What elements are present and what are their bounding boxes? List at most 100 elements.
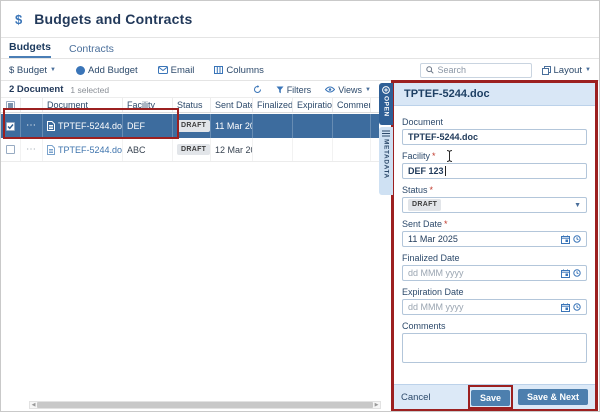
add-budget-button[interactable]: + Add Budget [76,65,138,76]
status-badge: DRAFT [408,199,442,211]
clock-icon[interactable] [573,269,581,277]
facility-field-label: Facility * [402,151,436,161]
chevron-down-icon: ▼ [585,67,591,73]
sent-date-cell: 12 Mar 20... [211,138,253,161]
facility-field[interactable]: DEF 123 [402,163,587,179]
search-icon [425,66,434,74]
budget-menu-button[interactable]: $ Budget ▼ [9,65,56,76]
detail-panel: TPTEF-5244.doc Document TPTEF-5244.doc F… [391,80,598,411]
comments-field-label: Comments [402,321,446,331]
plus-circle-icon: + [76,65,85,75]
filters-button[interactable]: Filters [276,84,312,95]
finalized-date-cell [253,114,293,138]
column-header-status[interactable]: Status [173,98,211,112]
scroll-right-arrow-icon[interactable]: ▶ [374,402,379,408]
calendar-icon[interactable] [561,303,570,312]
status-select[interactable]: DRAFT ▼ [402,197,587,213]
select-all-checkbox[interactable] [1,98,21,112]
document-link[interactable]: TPTEF-5244.doc [58,121,123,131]
document-file-icon [47,144,55,155]
column-header-finalized[interactable]: Finalized... [253,98,293,112]
expiration-date-field-label: Expiration Date [402,287,464,297]
layout-icon [541,65,551,75]
views-button[interactable]: Views ▼ [325,85,371,95]
row-actions-button[interactable]: ⋯ [21,114,43,138]
expiration-date-field[interactable]: dd MMM yyyy [402,299,587,315]
document-cell[interactable]: TPTEF-5244.doc [43,114,123,138]
clock-icon[interactable] [573,235,581,243]
row-checkbox[interactable] [1,114,21,138]
envelope-icon [157,66,168,74]
checkbox-checked-icon [6,121,15,131]
tab-budgets[interactable]: Budgets [9,41,51,58]
panel-footer: Cancel Save Save & Next [394,384,595,409]
column-header-comments[interactable]: Commen... [333,98,371,112]
scroll-left-arrow-icon[interactable]: ◀ [31,402,36,408]
filter-funnel-icon [276,86,284,94]
document-field[interactable]: TPTEF-5244.doc [402,129,587,145]
table-row-selected[interactable]: ⋯ TPTEF-5244.doc DEF DRAFT 11 Mar 20... [1,114,379,138]
required-asterisk: * [432,151,436,161]
chevron-down-icon: ▼ [574,201,581,209]
column-header-facility[interactable]: Facility [123,98,173,112]
status-cell: DRAFT [173,138,211,161]
calendar-icon[interactable] [561,269,570,278]
views-label: Views [338,84,363,95]
comments-cell [333,114,371,138]
finalized-date-field[interactable]: dd MMM yyyy [402,265,587,281]
email-label: Email [170,64,195,76]
search-placeholder: Search [437,65,467,75]
column-header-expiration[interactable]: Expiratio... [293,98,333,112]
email-button[interactable]: Email [157,64,195,76]
facility-cell: DEF [123,114,173,138]
finalized-date-cell [253,138,293,161]
sent-date-cell: 11 Mar 20... [211,114,253,138]
clock-icon[interactable] [573,303,581,311]
filters-label: Filters [286,84,312,95]
refresh-icon [253,85,262,94]
calendar-icon[interactable] [561,235,570,244]
toolbar: $ Budget ▼ + Add Budget Email Columns Se… [1,60,599,81]
finalized-date-placeholder: dd MMM yyyy [408,268,464,278]
table-row[interactable]: ⋯ TPTEF-5244.doc ABC DRAFT 12 Mar 20... [1,138,379,162]
panel-body: Document TPTEF-5244.doc Facility * DEF 12… [394,106,595,384]
status-badge: DRAFT [177,143,210,156]
chevron-down-icon: ▼ [365,86,371,93]
column-header-sent-date[interactable]: Sent Date [211,98,253,112]
column-header-document[interactable]: Document [43,98,123,112]
document-link[interactable]: TPTEF-5244.doc [58,144,123,155]
selected-count: 1 selected [70,84,110,95]
side-tab-open[interactable]: OPEN [379,83,393,125]
panel-header: TPTEF-5244.doc [394,83,595,106]
budget-menu-label: $ Budget [9,64,48,76]
tab-contracts[interactable]: Contracts [69,43,114,55]
document-field-label: Document [402,117,444,127]
panel-title: TPTEF-5244.doc [404,88,490,100]
dollar-icon: $ [15,11,23,27]
status-cell: DRAFT [173,114,211,138]
save-next-button[interactable]: Save & Next [517,389,588,405]
layout-button[interactable]: Layout ▼ [541,64,591,76]
document-cell[interactable]: TPTEF-5244.doc [43,138,123,161]
cancel-button[interactable]: Cancel [401,391,431,403]
sent-date-field[interactable]: 11 Mar 2025 [402,231,587,247]
row-checkbox[interactable] [1,138,21,161]
search-input[interactable]: Search [419,62,532,78]
eye-icon [325,86,336,93]
scrollbar-thumb[interactable] [37,402,373,408]
side-tab-metadata[interactable]: METADATA [379,127,393,195]
row-actions-button[interactable]: ⋯ [21,138,43,161]
horizontal-scrollbar[interactable]: ◀ ▶ [29,401,381,409]
open-circle-icon [382,86,390,94]
expiration-date-placeholder: dd MMM yyyy [408,302,464,312]
document-field-value: TPTEF-5244.doc [408,132,479,142]
save-button[interactable]: Save [470,390,510,406]
layout-label: Layout [553,64,583,76]
expiration-date-cell [293,114,333,138]
refresh-button[interactable] [253,85,262,94]
comments-textarea[interactable] [402,333,587,363]
columns-icon [214,66,224,74]
title-bar: $ Budgets and Contracts [1,1,599,38]
columns-button[interactable]: Columns [214,65,264,76]
list-header-bar: 2 Document 1 selected Filters Views ▼ [1,82,379,97]
